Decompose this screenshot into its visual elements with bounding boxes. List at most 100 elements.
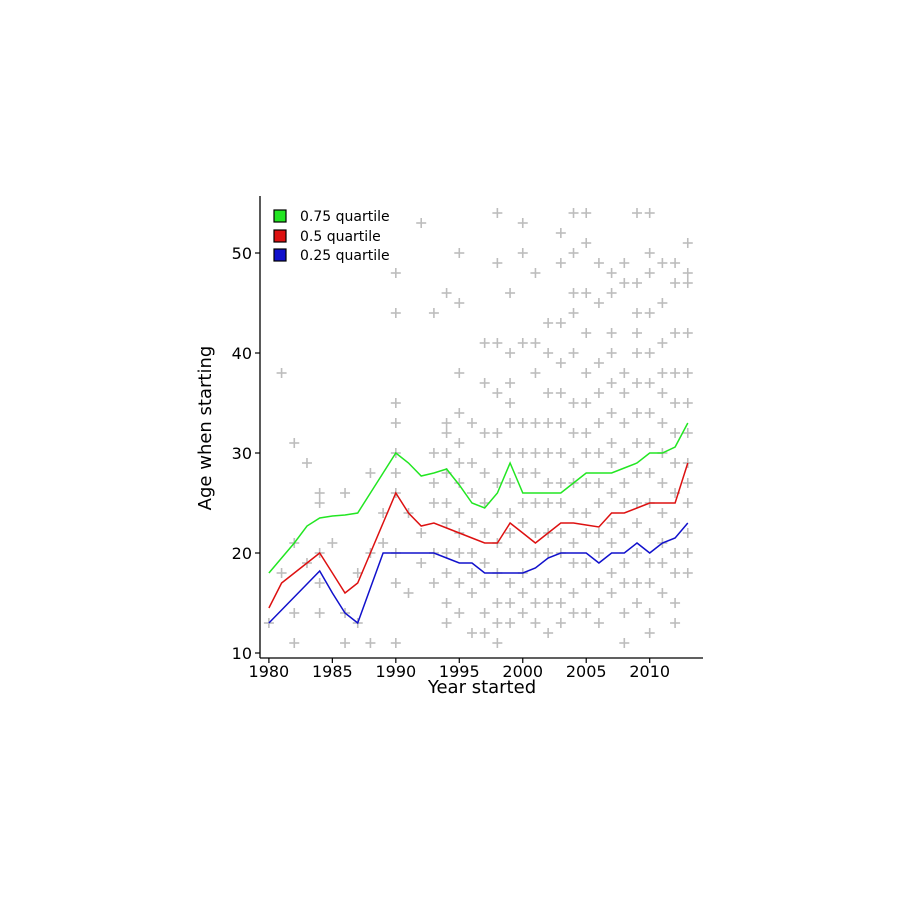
scatter-point — [657, 558, 668, 568]
scatter-point — [555, 598, 566, 608]
scatter-point — [631, 308, 642, 318]
scatter-point — [644, 268, 655, 278]
scatter-point — [390, 418, 401, 428]
scatter-point — [644, 248, 655, 258]
scatter-point — [314, 498, 325, 508]
scatter-point — [568, 348, 579, 358]
scatter-point — [543, 418, 554, 428]
scatter-point — [530, 418, 541, 428]
scatter-point — [454, 478, 465, 488]
scatter-point — [644, 628, 655, 638]
scatter-point — [466, 568, 477, 578]
scatter-point — [581, 448, 592, 458]
scatter-point — [670, 518, 681, 528]
scatter-point — [568, 288, 579, 298]
scatter-point — [466, 548, 477, 558]
scatter-point — [441, 448, 452, 458]
scatter-point — [505, 578, 516, 588]
scatter-point — [593, 418, 604, 428]
scatter-point — [593, 448, 604, 458]
scatter-point — [454, 438, 465, 448]
scatter-point — [657, 338, 668, 348]
y-tick-label: 50 — [232, 244, 252, 263]
scatter-point — [568, 458, 579, 468]
scatter-point — [568, 428, 579, 438]
scatter-point — [581, 288, 592, 298]
legend-label-q75: 0.75 quartile — [300, 209, 390, 225]
scatter-point — [505, 288, 516, 298]
scatter-point — [517, 418, 528, 428]
scatter-point — [454, 608, 465, 618]
scatter-point — [606, 488, 617, 498]
x-axis-title: Year started — [427, 677, 536, 698]
scatter-point — [606, 518, 617, 528]
scatter-point — [657, 298, 668, 308]
scatter-point — [466, 458, 477, 468]
scatter-point — [682, 278, 693, 288]
scatter-point — [581, 608, 592, 618]
scatter-point — [543, 498, 554, 508]
scatter-point — [555, 418, 566, 428]
scatter-point — [555, 448, 566, 458]
scatter-point — [505, 548, 516, 558]
scatter-point — [466, 418, 477, 428]
scatter-point — [428, 478, 439, 488]
scatter-point — [479, 578, 490, 588]
scatter-point — [593, 298, 604, 308]
scatter-point — [631, 518, 642, 528]
scatter-point — [390, 268, 401, 278]
scatter-point — [517, 448, 528, 458]
scatter-point — [619, 388, 630, 398]
scatter-point — [543, 388, 554, 398]
scatter-point — [682, 568, 693, 578]
scatter-point — [416, 218, 427, 228]
scatter-point — [454, 408, 465, 418]
scatter-point — [276, 368, 287, 378]
scatter-point — [441, 548, 452, 558]
scatter-point — [568, 398, 579, 408]
scatter-point — [682, 268, 693, 278]
scatter-point — [505, 378, 516, 388]
scatter-point — [619, 528, 630, 538]
scatter-point — [479, 608, 490, 618]
series-line-q25 — [268, 522, 689, 625]
scatter-point — [631, 378, 642, 388]
scatter-point — [390, 468, 401, 478]
scatter-point — [593, 478, 604, 488]
scatter-point — [543, 578, 554, 588]
scatter-point — [543, 548, 554, 558]
scatter-point — [441, 598, 452, 608]
scatter-point — [454, 368, 465, 378]
x-tick-label: 1990 — [375, 662, 416, 681]
scatter-point — [593, 498, 604, 508]
scatter-point — [505, 478, 516, 488]
scatter-point — [619, 498, 630, 508]
scatter-point — [543, 478, 554, 488]
scatter-point — [644, 408, 655, 418]
scatter-point — [466, 518, 477, 528]
scatter-point — [682, 528, 693, 538]
scatter-point — [670, 618, 681, 628]
scatter-point — [530, 528, 541, 538]
scatter-point — [581, 238, 592, 248]
scatter-point — [543, 348, 554, 358]
scatter-point — [543, 598, 554, 608]
scatter-point — [581, 368, 592, 378]
scatter-point — [670, 568, 681, 578]
scatter-point — [340, 638, 351, 648]
scatter-point — [479, 528, 490, 538]
scatter-point — [631, 348, 642, 358]
scatter-point — [441, 618, 452, 628]
scatter-point — [390, 308, 401, 318]
scatter-point — [568, 588, 579, 598]
scatter-point — [479, 338, 490, 348]
scatter-point — [492, 388, 503, 398]
scatter-point — [631, 498, 642, 508]
scatter-point — [314, 578, 325, 588]
scatter-point — [644, 208, 655, 218]
scatter-point — [657, 508, 668, 518]
scatter-point — [505, 528, 516, 538]
scatter-point — [441, 428, 452, 438]
scatter-point — [581, 208, 592, 218]
scatter-point — [593, 578, 604, 588]
